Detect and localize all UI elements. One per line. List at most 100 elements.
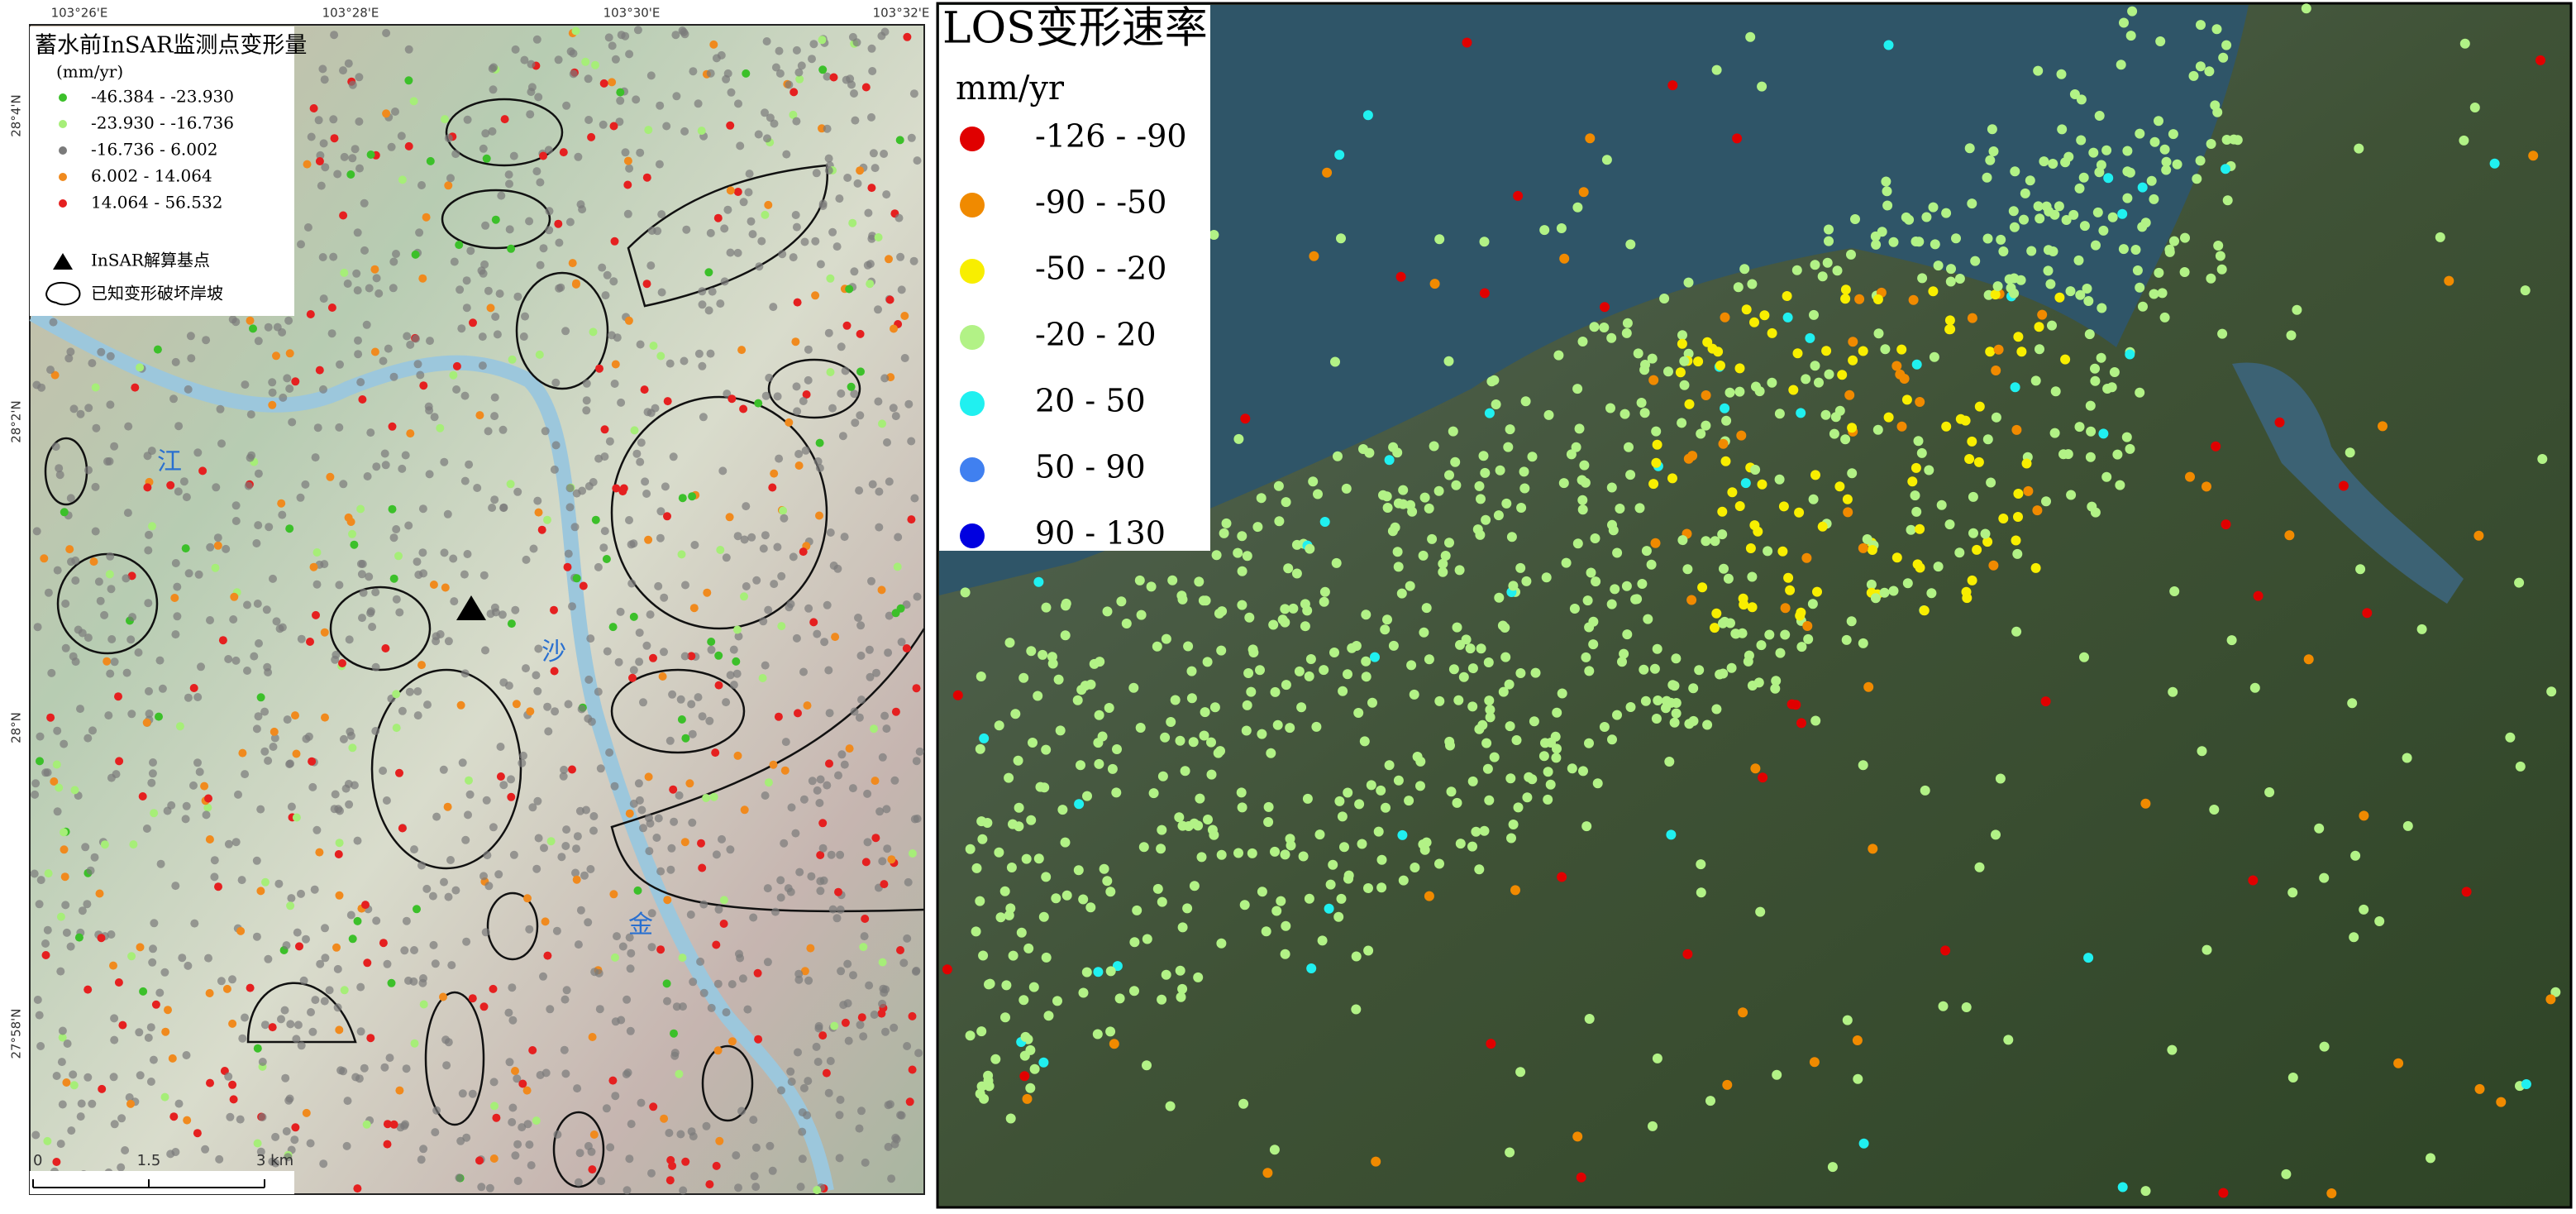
insar-point: [477, 266, 486, 275]
insar-point: [1750, 465, 1761, 475]
insar-point: [283, 715, 292, 724]
insar-point: [95, 889, 104, 898]
insar-point: [733, 751, 742, 760]
insar-point: [404, 76, 413, 85]
insar-point: [1749, 520, 1760, 531]
insar-point: [1506, 532, 1517, 542]
insar-point: [484, 286, 493, 295]
legend-title: 蓄水前InSAR监测点变形量: [35, 33, 307, 59]
insar-point: [553, 1130, 562, 1139]
insar-point: [81, 843, 90, 852]
insar-point: [1740, 478, 1751, 489]
insar-point: [452, 361, 461, 370]
insar-point: [1883, 40, 1894, 50]
insar-point: [309, 104, 318, 112]
insar-point: [582, 379, 591, 388]
insar-point: [362, 1120, 371, 1129]
insar-point: [1484, 795, 1495, 805]
insar-point: [2033, 201, 2044, 212]
insar-point: [543, 515, 551, 524]
insar-point: [458, 1089, 467, 1098]
insar-point: [53, 726, 62, 735]
insar-point: [635, 629, 644, 638]
insar-point: [1854, 294, 1865, 304]
insar-point: [600, 452, 609, 461]
insar-point: [499, 781, 508, 790]
insar-point: [584, 74, 593, 84]
insar-point: [443, 802, 452, 811]
insar-point: [571, 280, 580, 289]
insar-point: [469, 318, 477, 327]
insar-point: [2489, 158, 2500, 169]
insar-point: [1074, 799, 1085, 810]
insar-point: [635, 657, 644, 667]
insar-point: [689, 604, 699, 613]
insar-point: [2402, 753, 2412, 763]
insar-point: [971, 926, 981, 937]
insar-point: [809, 618, 818, 627]
insar-point: [609, 277, 618, 286]
insar-point: [629, 612, 638, 621]
insar-point: [2218, 1188, 2229, 1198]
insar-point: [1702, 337, 1713, 347]
insar-point: [747, 217, 756, 226]
insar-point: [1506, 833, 1516, 844]
insar-point: [181, 815, 190, 824]
insar-point: [1858, 638, 1868, 648]
insar-point: [1236, 787, 1247, 798]
insar-point: [83, 1073, 93, 1082]
insar-point: [712, 850, 721, 859]
insar-point: [780, 514, 789, 523]
insar-point: [366, 428, 375, 437]
insar-point: [436, 630, 445, 638]
insar-point: [1921, 212, 1932, 222]
insar-point: [1881, 176, 1891, 187]
insar-point: [425, 470, 434, 479]
insar-point: [823, 781, 832, 790]
insar-point: [2209, 805, 2220, 815]
insar-point: [83, 900, 92, 909]
insar-point: [1734, 386, 1745, 397]
insar-point: [825, 709, 834, 718]
insar-point: [672, 1002, 681, 1011]
insar-point: [1376, 882, 1387, 893]
insar-point: [1556, 223, 1567, 233]
insar-point: [534, 508, 543, 517]
insar-point: [1252, 522, 1263, 533]
insar-point: [413, 687, 422, 695]
insar-point: [174, 1099, 184, 1108]
insar-point: [1146, 581, 1157, 592]
insar-point: [475, 411, 484, 420]
insar-point: [1557, 688, 1567, 699]
insar-point: [703, 588, 712, 597]
insar-point: [2514, 577, 2525, 588]
insar-point: [404, 521, 413, 530]
insar-point: [1717, 529, 1728, 540]
insar-point: [824, 328, 833, 337]
insar-point: [551, 441, 561, 450]
insar-point: [537, 525, 546, 534]
insar-point: [795, 74, 804, 84]
insar-point: [1543, 794, 1553, 805]
insar-point: [1812, 586, 1822, 597]
insar-point: [383, 1140, 392, 1149]
insar-point: [86, 866, 95, 875]
insar-point: [896, 252, 905, 261]
insar-point: [914, 1049, 923, 1058]
insar-point: [306, 638, 314, 646]
insar-point: [58, 1100, 67, 1109]
insar-point: [319, 1159, 328, 1169]
legend-label: 20 - 50: [1035, 383, 1146, 419]
insar-point: [752, 576, 761, 585]
insar-point: [610, 781, 619, 791]
insar-point: [1359, 736, 1370, 747]
insar-point: [284, 1153, 293, 1162]
insar-point: [462, 304, 471, 313]
insar-point: [253, 1139, 262, 1148]
insar-point: [1093, 738, 1104, 748]
insar-point: [561, 995, 570, 1004]
insar-point: [698, 287, 707, 296]
insar-point: [380, 1063, 389, 1072]
insar-point: [110, 442, 119, 451]
insar-point: [1916, 447, 1927, 458]
